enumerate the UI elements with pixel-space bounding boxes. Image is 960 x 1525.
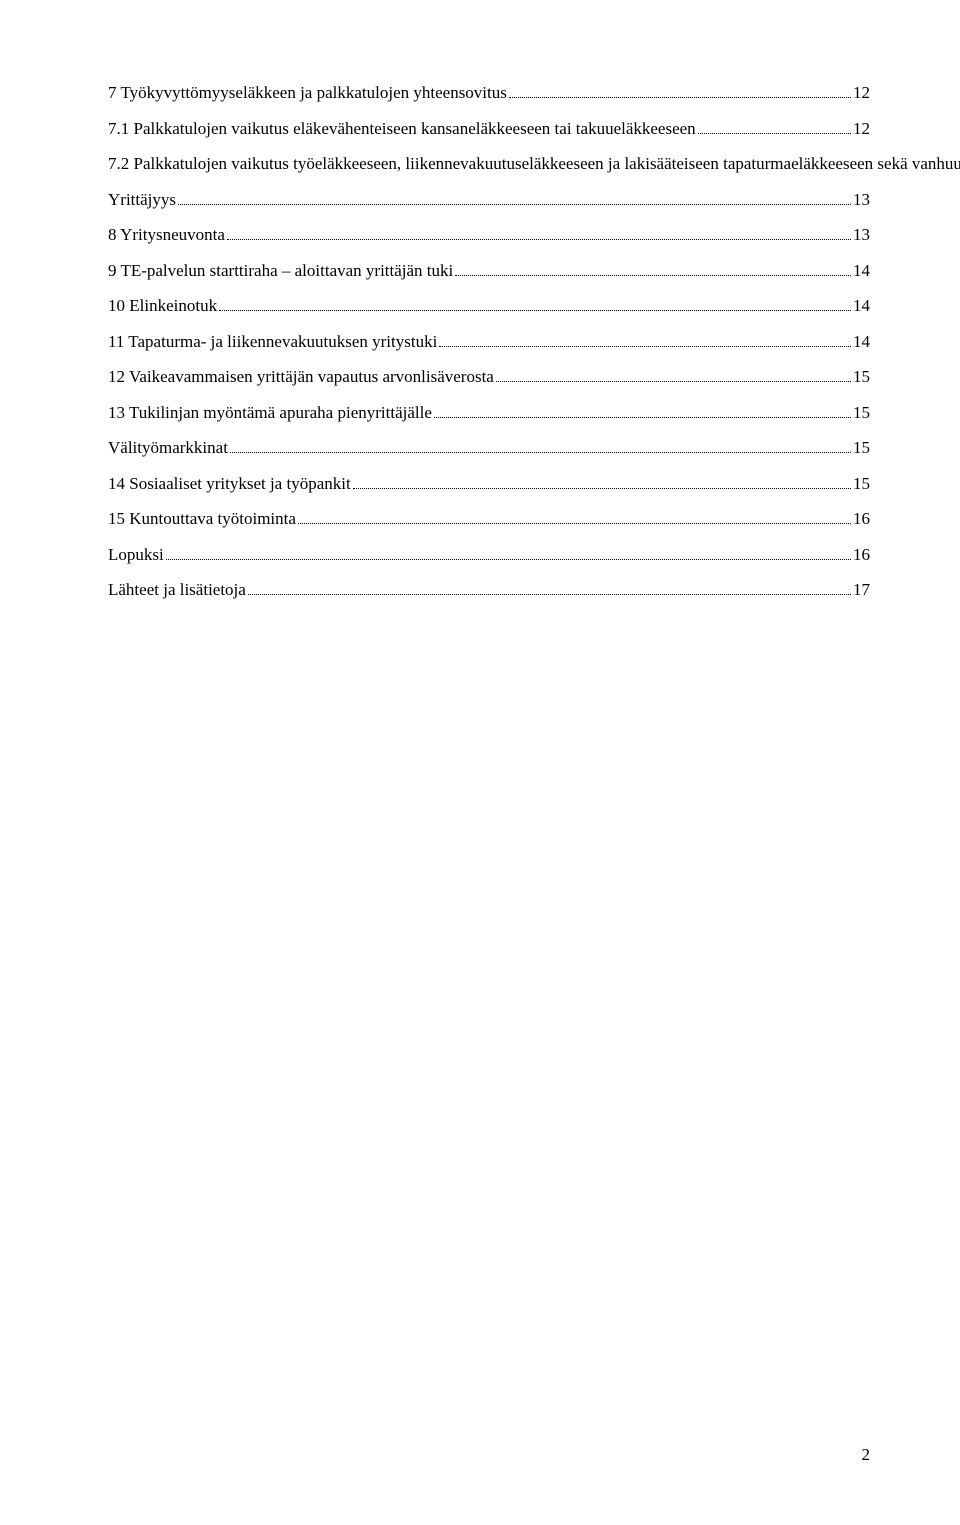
toc-label: 15 Kuntouttava työtoiminta <box>108 506 296 532</box>
toc-leader <box>248 594 851 595</box>
toc-leader <box>455 275 851 276</box>
toc-page: 15 <box>853 435 870 461</box>
toc-leader <box>298 523 851 524</box>
toc-label: Välityömarkkinat <box>108 435 228 461</box>
toc-label: 9 TE-palvelun starttiraha – aloittavan y… <box>108 258 453 284</box>
toc-leader <box>227 239 851 240</box>
toc-page: 17 <box>853 577 870 603</box>
toc-label: 7 Työkyvyttömyyseläkkeen ja palkkatuloje… <box>108 80 507 106</box>
toc-leader <box>434 417 851 418</box>
toc-label: 13 Tukilinjan myöntämä apuraha pienyritt… <box>108 400 432 426</box>
toc-label: 8 Yritysneuvonta <box>108 222 225 248</box>
toc-entry: 15 Kuntouttava työtoiminta 16 <box>108 506 870 532</box>
toc-label: Lopuksi <box>108 542 164 568</box>
toc-page: 14 <box>853 293 870 319</box>
toc-label: 11 Tapaturma- ja liikennevakuutuksen yri… <box>108 329 437 355</box>
toc-entry: 14 Sosiaaliset yritykset ja työpankit 15 <box>108 471 870 497</box>
toc-page: 12 <box>853 116 870 142</box>
toc-label: Yrittäjyys <box>108 187 176 213</box>
toc-leader <box>439 346 851 347</box>
toc-label: 7.2 Palkkatulojen vaikutus työeläkkeesee… <box>108 151 960 177</box>
toc-entry: Lopuksi 16 <box>108 542 870 568</box>
toc-leader <box>698 133 851 134</box>
toc-page: 15 <box>853 400 870 426</box>
toc-entry: 7 Työkyvyttömyyseläkkeen ja palkkatuloje… <box>108 80 870 106</box>
toc-entry: 13 Tukilinjan myöntämä apuraha pienyritt… <box>108 400 870 426</box>
toc-entry: 9 TE-palvelun starttiraha – aloittavan y… <box>108 258 870 284</box>
toc-entry: Välityömarkkinat 15 <box>108 435 870 461</box>
toc-page: 16 <box>853 542 870 568</box>
toc-label: 10 Elinkeinotuk <box>108 293 217 319</box>
toc-page: 14 <box>853 258 870 284</box>
toc-entry: 7.1 Palkkatulojen vaikutus eläkevähentei… <box>108 116 870 142</box>
toc-entry: 8 Yritysneuvonta 13 <box>108 222 870 248</box>
toc-page: 13 <box>853 222 870 248</box>
toc-page: 15 <box>853 364 870 390</box>
toc-label: 12 Vaikeavammaisen yrittäjän vapautus ar… <box>108 364 494 390</box>
toc-leader <box>178 204 851 205</box>
toc-leader <box>496 381 851 382</box>
toc-entry: 10 Elinkeinotuk 14 <box>108 293 870 319</box>
toc-entry: Lähteet ja lisätietoja 17 <box>108 577 870 603</box>
toc-label: 7.1 Palkkatulojen vaikutus eläkevähentei… <box>108 116 696 142</box>
toc-page: 14 <box>853 329 870 355</box>
toc-entry: 11 Tapaturma- ja liikennevakuutuksen yri… <box>108 329 870 355</box>
toc-label: 14 Sosiaaliset yritykset ja työpankit <box>108 471 351 497</box>
toc-page: 15 <box>853 471 870 497</box>
toc-leader <box>509 97 851 98</box>
toc-page: 13 <box>853 187 870 213</box>
toc-entry: 12 Vaikeavammaisen yrittäjän vapautus ar… <box>108 364 870 390</box>
toc-label: Lähteet ja lisätietoja <box>108 577 246 603</box>
toc-entry: 7.2 Palkkatulojen vaikutus työeläkkeesee… <box>108 151 870 177</box>
page-number: 2 <box>862 1445 871 1465</box>
toc-page: 16 <box>853 506 870 532</box>
toc-leader <box>166 559 851 560</box>
toc-entry: Yrittäjyys 13 <box>108 187 870 213</box>
toc-page: 12 <box>853 80 870 106</box>
toc-leader <box>353 488 851 489</box>
toc-leader <box>219 310 851 311</box>
toc-leader <box>230 452 851 453</box>
